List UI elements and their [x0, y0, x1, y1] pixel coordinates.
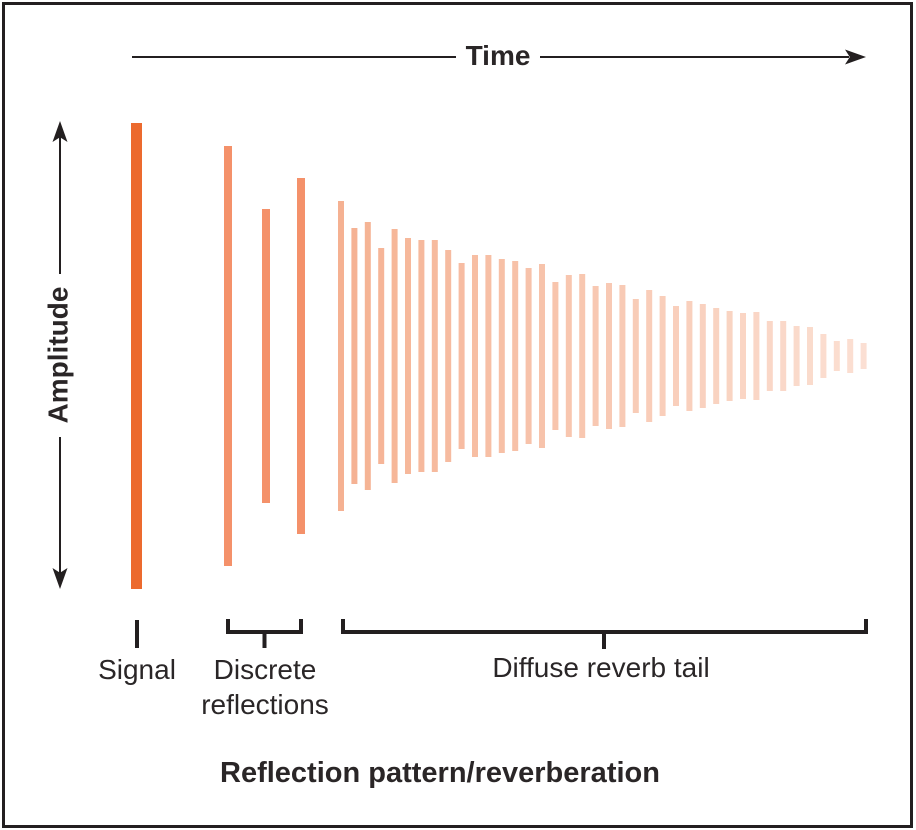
diffuse-tail-bar	[606, 283, 612, 429]
up-arrowhead-icon	[52, 121, 68, 142]
bars-layer	[131, 123, 867, 589]
down-arrowhead-icon	[52, 568, 68, 589]
diffuse-tail-bar	[512, 261, 519, 451]
diffuse-tail-bar	[364, 222, 371, 490]
brackets-layer	[135, 619, 868, 649]
discrete-reflections-label-line1: Discrete	[214, 654, 317, 685]
diffuse-tail-bar	[793, 326, 800, 386]
discrete-reflections-label-line2: reflections	[201, 689, 329, 720]
diffuse-tail-bar	[458, 263, 465, 449]
diffuse-tail-bar	[445, 250, 452, 462]
diffuse-tail-bar	[539, 264, 545, 448]
discrete-reflection-bar	[224, 146, 232, 566]
diagram-title: Reflection pattern/reverberation	[220, 757, 660, 789]
diffuse-tail-bar	[807, 327, 813, 385]
diffuse-tail-bar	[498, 259, 505, 453]
diffuse-tail-bar	[673, 306, 679, 406]
diffuse-tail-bar	[833, 341, 840, 371]
diffuse-tail-bar	[713, 308, 720, 404]
time-axis-label: Time	[466, 40, 531, 71]
diffuse-tail-bar	[780, 321, 787, 391]
discrete-reflection-bar	[262, 209, 270, 503]
diffuse-tail-bar	[418, 240, 425, 472]
signal-label: Signal	[98, 654, 176, 685]
diffuse-tail-bar	[740, 313, 746, 399]
diffuse-tail-bar	[726, 311, 733, 401]
diffuse-tail-bar	[579, 274, 586, 438]
right-arrowhead-icon	[845, 49, 866, 65]
diffuse-tail-bar	[753, 312, 760, 400]
time-axis: Time	[132, 40, 866, 71]
diffuse-tail-bar	[351, 228, 358, 484]
diffuse-tail-bar	[820, 334, 827, 378]
diffuse-tail-bar	[552, 282, 559, 430]
diffuse-tail-bar	[632, 299, 639, 413]
diffuse-tail-bar	[565, 275, 572, 437]
diffuse-tail-bar	[659, 296, 666, 416]
diffuse-tail-bar	[391, 229, 398, 483]
diffuse-tail-bar	[472, 255, 478, 457]
diffuse-tail-bar	[699, 304, 706, 408]
diffuse-label: Diffuse reverb tail	[492, 652, 709, 683]
discrete-reflection-bar	[297, 178, 305, 534]
diffuse-tail-bar	[431, 240, 438, 472]
signal-bar	[131, 123, 142, 589]
diffuse-tail-bar	[860, 343, 867, 369]
diffuse-tail-bar	[766, 321, 773, 391]
diffuse-tail-bar	[485, 255, 492, 457]
diffuse-tail-bar	[646, 290, 653, 422]
diffuse-tail-bar	[378, 248, 385, 464]
diffuse-tail-bar	[592, 286, 599, 426]
amplitude-axis: Amplitude	[42, 121, 73, 589]
labels-layer: Signal Discrete reflections Diffuse reve…	[98, 652, 710, 720]
diffuse-tail-bar	[686, 301, 693, 411]
diffuse-tail-bar	[338, 201, 344, 511]
diffuse-tail-bar	[525, 268, 532, 444]
diffuse-tail-bar	[619, 285, 626, 427]
diffuse-tail-bar	[847, 339, 854, 373]
diffuse-tail-bar	[405, 238, 411, 474]
amplitude-axis-label: Amplitude	[42, 287, 73, 424]
